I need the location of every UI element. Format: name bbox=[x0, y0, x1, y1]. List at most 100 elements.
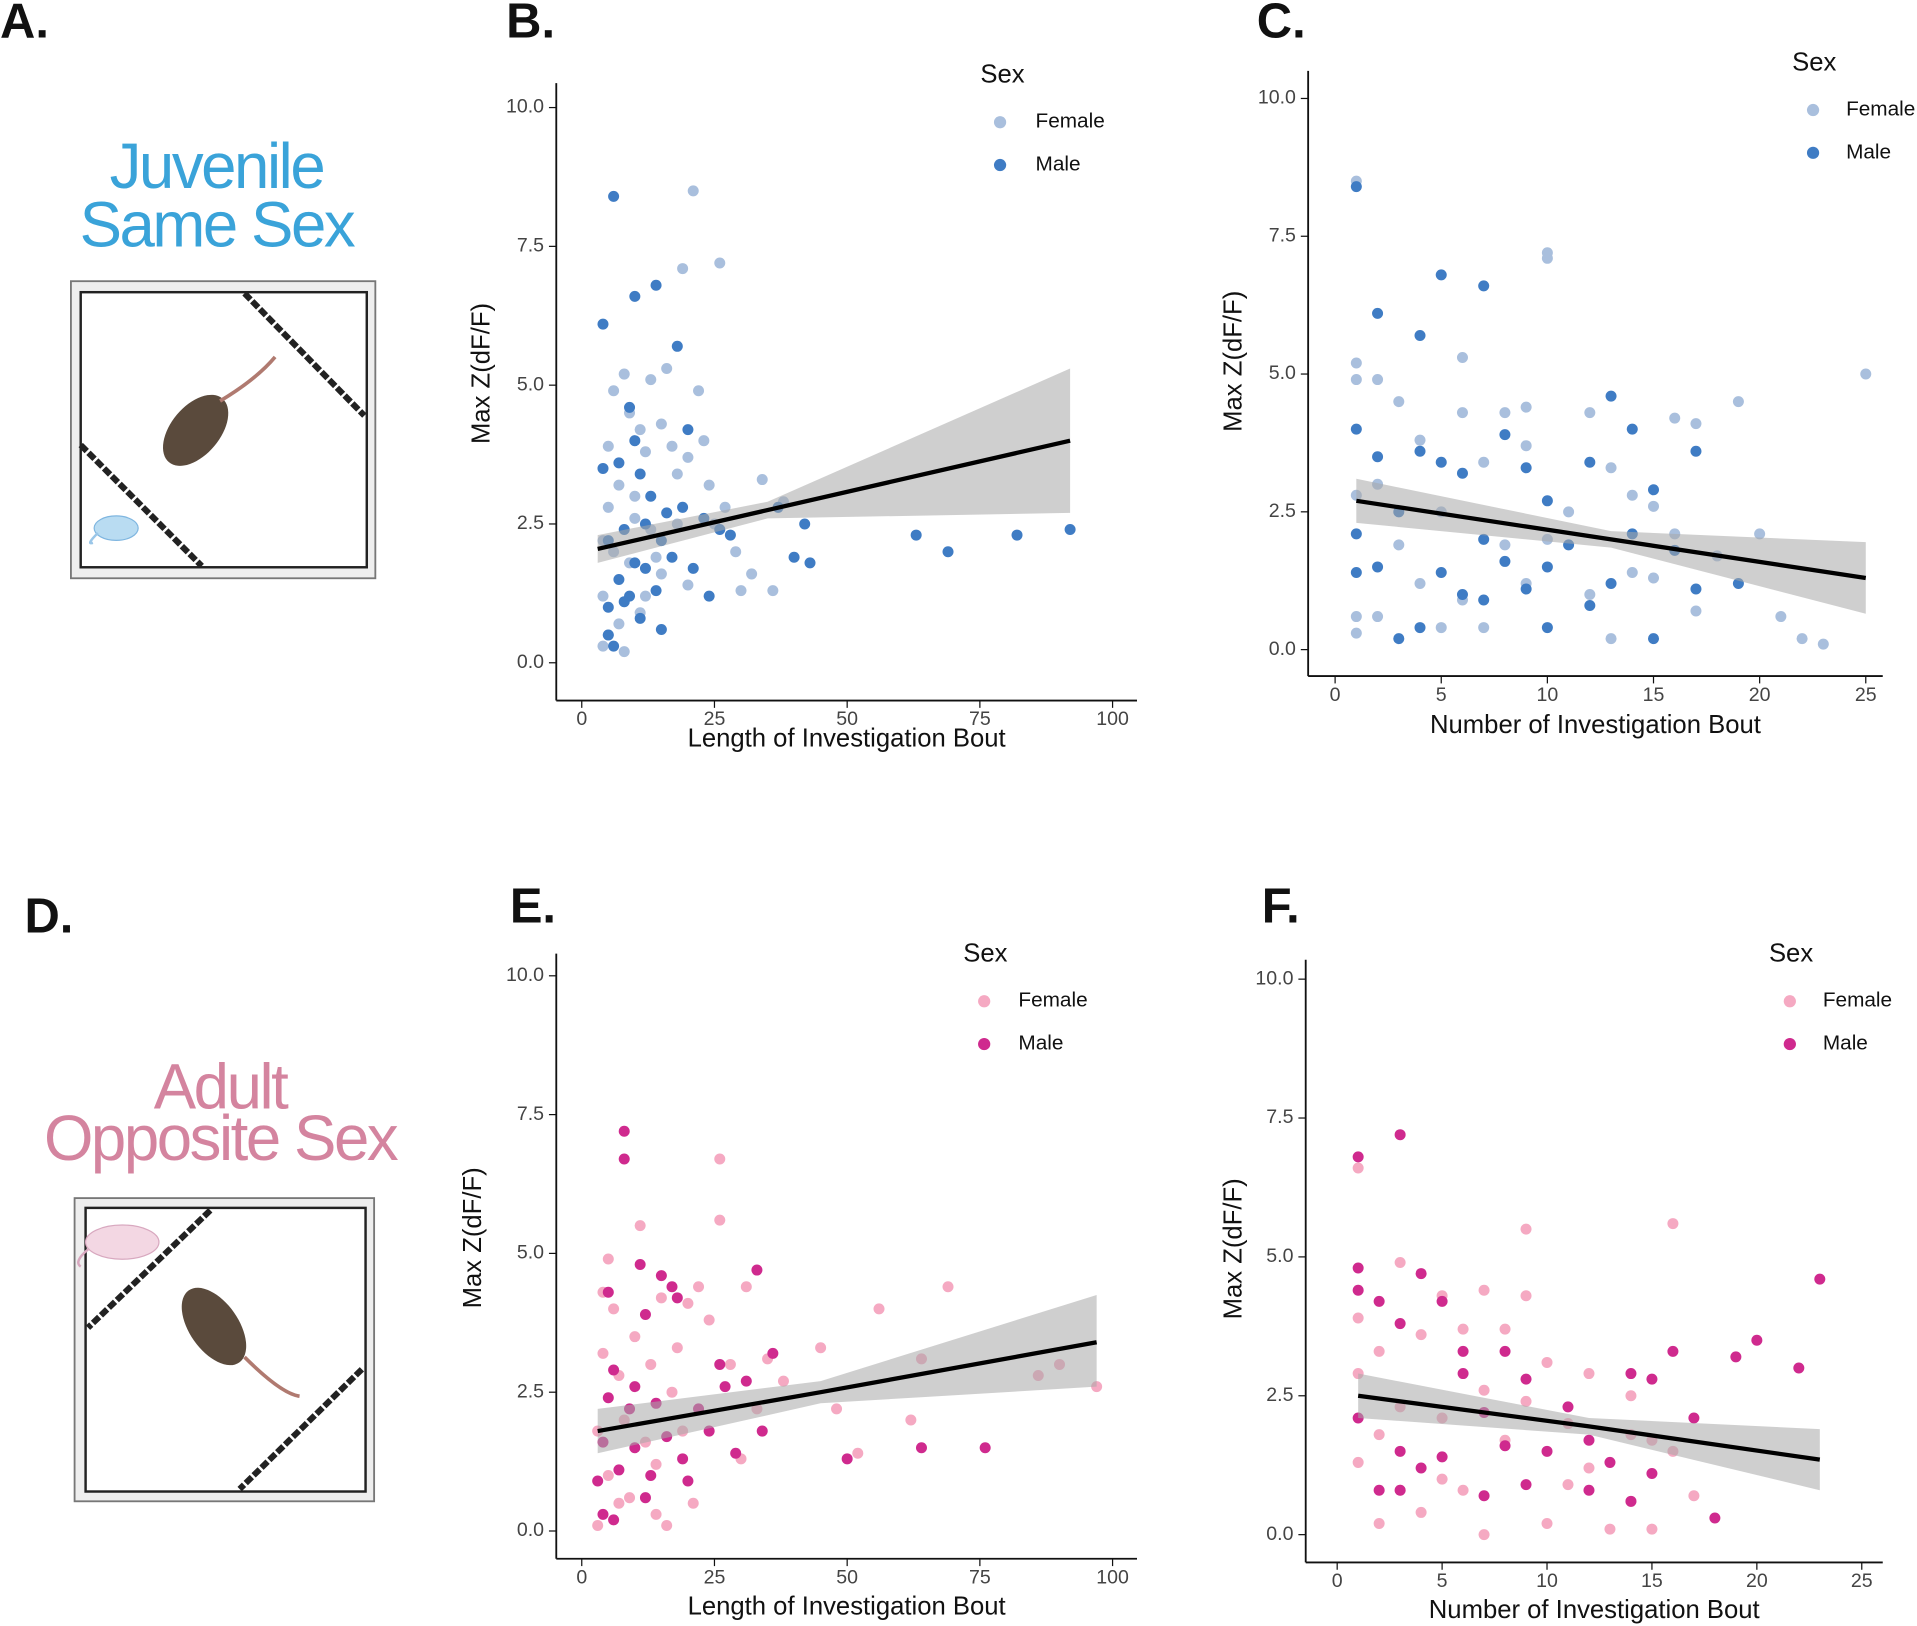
data-point bbox=[629, 512, 641, 524]
data-point bbox=[799, 518, 811, 530]
data-point bbox=[661, 507, 673, 519]
legend-label: Female bbox=[1036, 110, 1105, 133]
confidence-band bbox=[597, 1295, 1097, 1454]
data-point bbox=[1372, 611, 1384, 623]
data-point bbox=[645, 1469, 657, 1481]
data-point bbox=[618, 368, 630, 380]
data-point bbox=[873, 1303, 885, 1315]
x-tick-label: 25 bbox=[1855, 684, 1877, 706]
data-point bbox=[740, 1281, 752, 1293]
data-point bbox=[1350, 423, 1362, 435]
data-point bbox=[687, 562, 699, 574]
data-point bbox=[1415, 1462, 1427, 1474]
x-tick-label: 5 bbox=[1436, 684, 1447, 706]
data-point bbox=[1520, 1395, 1532, 1407]
data-point bbox=[1456, 589, 1468, 601]
y-tick-label: 7.5 bbox=[517, 235, 544, 257]
legend-swatch bbox=[1806, 146, 1820, 159]
data-point bbox=[645, 374, 657, 386]
y-tick-label: 2.5 bbox=[517, 512, 544, 534]
data-point bbox=[735, 585, 747, 597]
data-point bbox=[671, 1292, 683, 1304]
data-point bbox=[1352, 1456, 1364, 1468]
data-point bbox=[1605, 577, 1617, 589]
data-point bbox=[1583, 1434, 1595, 1446]
legend-label: Male bbox=[1018, 1032, 1063, 1055]
data-point bbox=[677, 263, 689, 275]
data-point bbox=[639, 446, 651, 458]
data-point bbox=[1415, 1506, 1427, 1518]
data-point bbox=[1478, 533, 1490, 545]
data-point bbox=[852, 1447, 864, 1459]
data-point bbox=[1350, 611, 1362, 623]
data-point bbox=[1520, 1223, 1532, 1235]
data-point bbox=[1817, 638, 1829, 650]
legend-swatch bbox=[978, 1037, 991, 1051]
data-point bbox=[613, 457, 625, 469]
data-point bbox=[602, 440, 614, 452]
legend-label: Male bbox=[1036, 153, 1081, 176]
data-point bbox=[804, 557, 816, 569]
legend-swatch bbox=[993, 158, 1007, 172]
data-point bbox=[1732, 396, 1744, 408]
data-point bbox=[1648, 572, 1660, 584]
x-axis-label: Number of Investigation Bout bbox=[1429, 1596, 1760, 1624]
data-point bbox=[1562, 1479, 1574, 1491]
data-point bbox=[608, 640, 620, 652]
data-point bbox=[608, 190, 620, 202]
data-point bbox=[618, 1125, 630, 1137]
data-point bbox=[634, 612, 646, 624]
x-tick-label: 25 bbox=[704, 1566, 726, 1588]
data-point bbox=[597, 462, 609, 474]
data-point bbox=[756, 1425, 768, 1437]
data-point bbox=[1604, 1523, 1616, 1535]
data-point bbox=[1457, 1323, 1469, 1335]
data-point bbox=[1352, 1312, 1364, 1324]
data-point bbox=[1394, 1129, 1406, 1141]
data-point bbox=[1605, 633, 1617, 645]
data-point bbox=[1011, 529, 1023, 541]
legend-label: Male bbox=[1823, 1032, 1868, 1055]
data-point bbox=[629, 435, 641, 447]
data-point bbox=[613, 1464, 625, 1476]
data-point bbox=[1414, 445, 1426, 457]
data-point bbox=[602, 1469, 614, 1481]
data-point bbox=[1352, 1262, 1364, 1274]
data-point bbox=[1478, 1490, 1490, 1502]
data-point bbox=[666, 1386, 678, 1398]
illustration-title: Adult bbox=[154, 1052, 289, 1123]
data-point bbox=[1499, 407, 1511, 419]
data-point bbox=[629, 490, 641, 502]
data-point bbox=[1499, 539, 1511, 551]
fit-line bbox=[597, 438, 1071, 552]
data-point bbox=[1478, 594, 1490, 606]
x-tick-label: 10 bbox=[1536, 684, 1558, 706]
data-point bbox=[592, 1519, 604, 1531]
data-point bbox=[841, 1453, 853, 1465]
data-point bbox=[915, 1442, 927, 1454]
x-tick-label: 0 bbox=[1330, 684, 1341, 706]
data-point bbox=[608, 1364, 620, 1376]
data-point bbox=[687, 185, 699, 197]
data-point bbox=[1478, 280, 1490, 292]
data-point bbox=[645, 490, 657, 502]
panel-label: F. bbox=[1262, 880, 1300, 934]
data-point bbox=[1435, 566, 1447, 578]
data-point bbox=[719, 1381, 731, 1393]
x-tick-label: 15 bbox=[1643, 684, 1665, 706]
scatter-chart: 0 5 10 15 20 25 0.0 2.5 5.0 7.5 10.0 Number of Inve… bbox=[1220, 48, 1916, 739]
y-tick-label: 7.5 bbox=[517, 1103, 544, 1125]
x-tick-label: 0 bbox=[576, 708, 587, 730]
data-point bbox=[1436, 1473, 1448, 1485]
data-point bbox=[1520, 1479, 1532, 1491]
data-point bbox=[682, 424, 694, 436]
data-point bbox=[1796, 633, 1808, 645]
data-point bbox=[1584, 456, 1596, 468]
x-tick-label: 0 bbox=[576, 1566, 587, 1588]
data-point bbox=[1520, 462, 1532, 474]
data-point bbox=[671, 1342, 683, 1354]
data-point bbox=[1457, 1368, 1469, 1380]
data-point bbox=[1394, 1318, 1406, 1330]
